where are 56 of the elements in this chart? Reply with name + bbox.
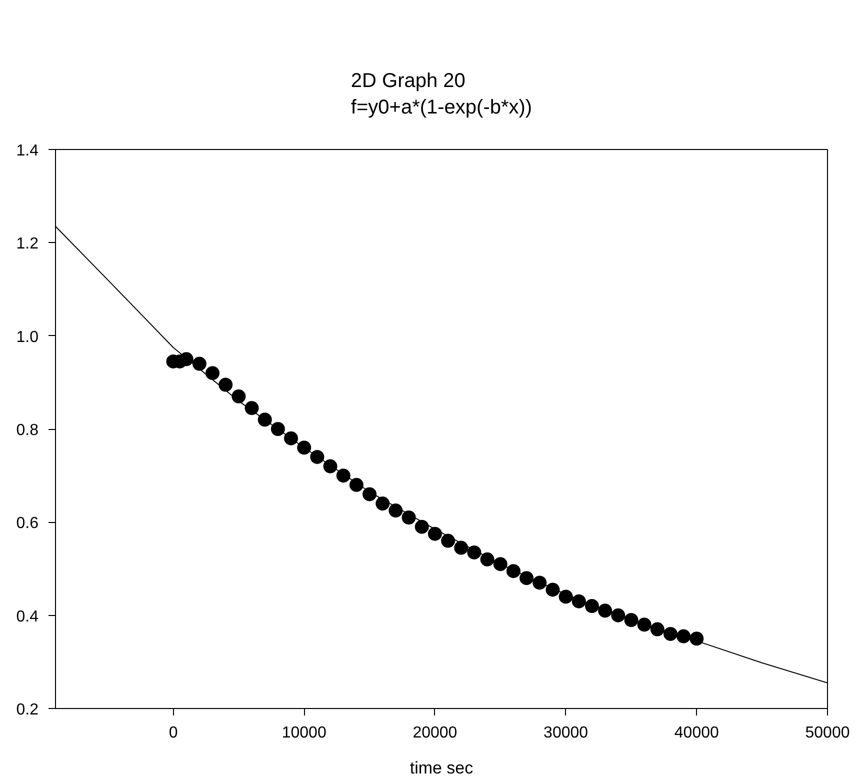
point bbox=[611, 608, 626, 622]
point bbox=[258, 412, 272, 427]
point bbox=[192, 356, 206, 371]
x-tick-label: 10000 bbox=[282, 724, 326, 742]
point bbox=[650, 622, 664, 636]
y-tick-label: 1.0 bbox=[16, 328, 39, 346]
point bbox=[428, 526, 442, 541]
y-tick-label: 1.4 bbox=[16, 142, 39, 160]
y-tick-label: 0.2 bbox=[16, 702, 39, 718]
point bbox=[284, 431, 298, 446]
point bbox=[336, 468, 350, 483]
point bbox=[270, 422, 285, 436]
chart-title: 2D Graph 20 bbox=[350, 70, 466, 92]
point bbox=[179, 352, 194, 366]
point bbox=[349, 478, 364, 492]
point bbox=[690, 632, 704, 646]
point bbox=[323, 459, 338, 474]
point bbox=[376, 496, 390, 511]
point bbox=[310, 450, 324, 464]
point bbox=[388, 504, 403, 518]
point bbox=[663, 626, 678, 641]
point bbox=[506, 564, 520, 578]
point bbox=[520, 571, 534, 586]
point bbox=[637, 618, 652, 632]
point bbox=[232, 389, 246, 404]
point bbox=[493, 557, 508, 572]
x-tick-label: 0 bbox=[168, 724, 178, 742]
point bbox=[362, 487, 377, 502]
x-tick-label: 50000 bbox=[805, 724, 850, 742]
point bbox=[584, 599, 599, 614]
point bbox=[297, 440, 312, 455]
point bbox=[572, 594, 586, 608]
y-tick-label: 0.8 bbox=[16, 422, 39, 439]
point bbox=[467, 545, 482, 560]
point bbox=[244, 401, 259, 416]
point bbox=[402, 510, 416, 524]
point bbox=[676, 629, 691, 644]
point bbox=[441, 534, 456, 548]
y-tick-label: 0.6 bbox=[16, 515, 39, 532]
point bbox=[624, 613, 638, 627]
y-tick-label: 1.2 bbox=[16, 236, 39, 253]
point bbox=[454, 540, 468, 555]
point bbox=[480, 552, 494, 566]
chart-subtitle: f=y0+a*(1-exp(-b*x)) bbox=[350, 96, 532, 118]
point bbox=[414, 520, 429, 534]
x-tick-label: 40000 bbox=[674, 724, 719, 742]
x-axis-title: time sec bbox=[410, 758, 474, 778]
point bbox=[218, 378, 233, 392]
point bbox=[206, 366, 220, 380]
point bbox=[598, 604, 612, 618]
x-tick-label: 30000 bbox=[544, 724, 588, 742]
point bbox=[532, 576, 547, 590]
y-tick-label: 0.4 bbox=[16, 608, 39, 626]
point bbox=[546, 582, 560, 597]
x-tick-label: 20000 bbox=[412, 724, 458, 742]
point bbox=[558, 590, 573, 604]
